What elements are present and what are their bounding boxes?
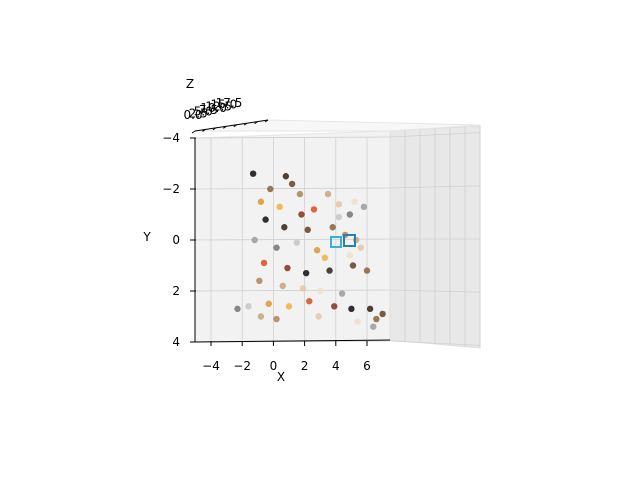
z-tick-label: 12.5	[205, 99, 232, 113]
scatter-point	[282, 173, 290, 180]
scatter-point	[234, 305, 241, 313]
scatter-point	[326, 267, 333, 274]
scatter-point	[329, 224, 336, 231]
scatter-point	[349, 262, 357, 269]
scatter-point	[331, 303, 338, 310]
scatter-point	[257, 313, 265, 320]
scatter-point	[335, 213, 343, 221]
y-tick-label: 4	[172, 335, 180, 349]
scatter-point	[346, 211, 354, 218]
scatter-point	[281, 224, 288, 231]
scatter-point	[279, 282, 286, 290]
scatter-points	[234, 170, 386, 330]
y-tick-label: −2	[162, 182, 180, 196]
z-axis-line	[194, 119, 269, 132]
x-tick-label: 6	[363, 359, 371, 373]
y-grid-line	[194, 136, 391, 139]
z-tick-mark	[233, 124, 237, 128]
scatter-point	[370, 323, 377, 330]
scatter-point	[251, 236, 258, 244]
scatter-point	[267, 185, 274, 193]
xy-back-pane	[194, 130, 391, 343]
x-axis-line	[194, 339, 391, 343]
z-tick-label: 5.0	[194, 105, 213, 119]
y-axis-label: Y	[142, 230, 151, 244]
scatter-point	[299, 285, 307, 292]
scatter-point	[313, 247, 321, 254]
scatter-point	[315, 313, 322, 320]
scatter-point	[346, 252, 354, 259]
scatter-point	[306, 298, 313, 305]
scatter-point	[285, 303, 293, 310]
scatter-point	[335, 201, 343, 208]
z-tick-mark	[254, 121, 258, 124]
cube-marker-b	[343, 234, 356, 247]
scatter-point	[348, 305, 355, 313]
z-axis-ticks: 0.02.55.07.510.012.515.017.5	[183, 96, 269, 134]
scatter-point	[288, 180, 296, 188]
y-tick-label: 2	[172, 284, 180, 298]
scatter-point	[276, 203, 283, 211]
scatter-point	[321, 254, 329, 262]
x-tick-label: 0	[270, 359, 278, 373]
scatter-point	[256, 277, 263, 284]
scatter-point	[351, 198, 358, 205]
z-tick-label: 2.5	[189, 106, 208, 120]
scatter-point	[324, 190, 332, 198]
scatter-point	[293, 239, 300, 246]
scatter-point	[338, 290, 346, 297]
scatter-point	[273, 244, 280, 251]
z-axis-label: Z	[186, 77, 194, 91]
scatter-point	[249, 170, 257, 177]
x-tick-label: −2	[233, 359, 251, 373]
scatter-point	[262, 216, 269, 223]
highlight-markers	[330, 234, 356, 248]
scatter-point	[302, 269, 310, 277]
z-tick-mark	[264, 119, 269, 123]
y-tick-label: 0	[172, 233, 180, 247]
scatter-point	[366, 305, 374, 313]
scatter-point	[352, 236, 360, 244]
scatter-point	[260, 259, 268, 267]
x-tick-label: 2	[301, 359, 309, 373]
scatter-point	[265, 300, 272, 307]
grid-lines	[194, 126, 481, 348]
scatter-point	[354, 318, 361, 325]
y-grid-line	[194, 187, 391, 190]
y-grid-line	[194, 289, 391, 292]
scatter-point	[245, 303, 252, 310]
cube-marker-a	[330, 236, 342, 248]
z-tick-label: 10.0	[200, 101, 227, 115]
scatter-point	[360, 203, 368, 211]
z-tick-mark	[212, 127, 217, 131]
z-tick-label: 7.5	[199, 103, 218, 117]
scatter-point	[317, 287, 324, 295]
x-axis-ticks: −4 −2 0 2 4 6	[202, 341, 371, 373]
scatter-point	[363, 267, 371, 274]
scatter-point	[379, 310, 386, 318]
scatter-point	[310, 206, 318, 213]
scatter-point	[296, 190, 304, 198]
z-tick-mark	[243, 122, 248, 126]
y-axis-ticks: −4 −2 0 2 4	[162, 131, 196, 349]
z-tick-label: 17.5	[216, 96, 243, 110]
scatter-point	[257, 198, 265, 205]
scatter-point	[298, 211, 305, 218]
scatter-point	[304, 226, 311, 233]
scatter-point	[373, 315, 380, 323]
scatter-point	[273, 315, 280, 323]
z-tick-mark	[223, 125, 227, 129]
x-axis-label: X	[277, 370, 285, 384]
x-tick-label: 4	[332, 359, 340, 373]
z-tick-label: 15.0	[210, 98, 237, 112]
scatter-point	[357, 244, 364, 251]
z-tick-label: 0.0	[183, 108, 202, 122]
x-tick-label: −4	[202, 359, 220, 373]
z-tick-mark	[191, 130, 196, 134]
scatter-point	[284, 264, 291, 272]
z-tick-mark	[202, 129, 206, 132]
y-tick-label: −4	[162, 131, 180, 145]
